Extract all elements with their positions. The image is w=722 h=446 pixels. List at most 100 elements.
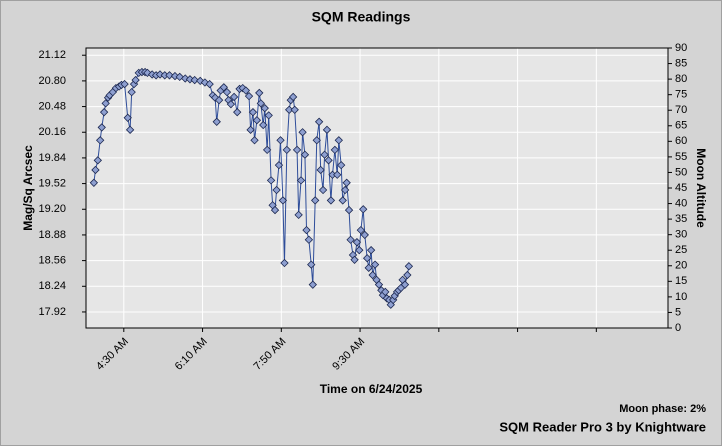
y2-tick-label: 5 [675, 306, 681, 318]
y2-tick-label: 15 [675, 275, 687, 287]
chart-title: SQM Readings [312, 9, 411, 25]
data-point [374, 280, 384, 289]
data-point [272, 185, 281, 195]
data-point [262, 145, 272, 155]
data-point [342, 178, 351, 187]
y2-tick-label: 25 [675, 244, 687, 256]
data-point [316, 165, 325, 175]
y2-tick-label: 55 [675, 151, 687, 163]
data-point [334, 136, 343, 145]
data-point [355, 246, 364, 255]
data-point [120, 79, 129, 89]
data-point [266, 176, 276, 185]
data-point [270, 205, 280, 215]
data-point [278, 196, 288, 205]
data-point [337, 160, 346, 170]
plot-frame [85, 47, 669, 329]
data-point [338, 196, 347, 205]
y-tick-label: 18.24 [38, 280, 66, 292]
y-tick-label: 20.16 [38, 126, 66, 138]
data-point [259, 120, 268, 130]
y2-axis-title: Moon Altitude [694, 148, 708, 228]
data-point [252, 116, 262, 125]
y-tick-label: 19.84 [38, 152, 66, 164]
y2-tick-label: 0 [675, 322, 681, 334]
data-point [322, 125, 332, 134]
data-point [89, 178, 99, 187]
y2-tick-label: 10 [675, 291, 687, 303]
data-point [125, 125, 135, 134]
data-point [366, 246, 376, 255]
data-point [96, 136, 105, 145]
data-point [359, 205, 368, 214]
data-point [241, 86, 251, 95]
y2-tick-label: 65 [675, 120, 687, 132]
data-point [93, 156, 102, 165]
data-point [276, 136, 285, 145]
data-point [350, 255, 359, 264]
data-point [233, 108, 242, 117]
y2-tick-label: 80 [675, 73, 687, 85]
data-point [288, 92, 298, 102]
y-axis-title: Mag/Sq Arcsec [21, 145, 35, 231]
data-point [264, 111, 273, 120]
y2-tick-label: 75 [675, 89, 687, 101]
data-point [352, 237, 362, 247]
data-point [362, 254, 372, 263]
data-point [101, 99, 110, 108]
y-tick-label: 20.48 [38, 100, 66, 112]
y2-tick-label: 85 [675, 57, 687, 69]
credit: SQM Reader Pro 3 by Knightware [499, 419, 706, 434]
data-point [190, 75, 199, 85]
data-point [280, 258, 289, 268]
data-point [308, 280, 317, 289]
data-point [360, 230, 369, 240]
data-point [304, 235, 314, 244]
data-point [214, 95, 224, 105]
y-tick-label: 18.88 [38, 229, 66, 241]
data-point [368, 270, 377, 280]
data-point [196, 76, 205, 86]
data-point [294, 210, 303, 220]
data-point [381, 287, 390, 297]
data-point [256, 99, 266, 108]
data-point [324, 156, 333, 165]
data-point [165, 71, 174, 80]
data-point [131, 75, 140, 85]
data-point [123, 113, 132, 122]
data-point [91, 165, 100, 175]
data-point [255, 88, 264, 98]
data-point [248, 108, 258, 117]
data-point [340, 185, 350, 195]
data-point [296, 176, 306, 185]
data-point [226, 99, 236, 109]
y2-tick-label: 40 [675, 197, 687, 209]
y2-tick-label: 45 [675, 182, 687, 194]
y-tick-label: 19.20 [38, 203, 66, 215]
y-tick-label: 21.12 [38, 49, 66, 61]
data-point [314, 117, 324, 126]
data-point [312, 136, 321, 145]
data-point [320, 150, 329, 159]
data-point [307, 260, 316, 269]
data-point [333, 170, 342, 179]
y2-tick-label: 35 [675, 213, 687, 225]
data-point [244, 91, 254, 101]
data-point [222, 87, 232, 97]
data-point [99, 108, 109, 117]
data-point [404, 262, 414, 271]
data-point [127, 87, 136, 97]
data-point [185, 75, 195, 84]
y2-tick-label: 50 [675, 166, 687, 178]
data-point [175, 72, 184, 82]
data-point [403, 270, 412, 280]
data-point [282, 145, 291, 155]
data-point [318, 185, 328, 195]
data-point [300, 150, 310, 159]
data-point [400, 280, 410, 289]
data-point [330, 145, 340, 155]
data-point [229, 92, 239, 102]
data-point [260, 104, 269, 113]
data-point [97, 123, 106, 132]
